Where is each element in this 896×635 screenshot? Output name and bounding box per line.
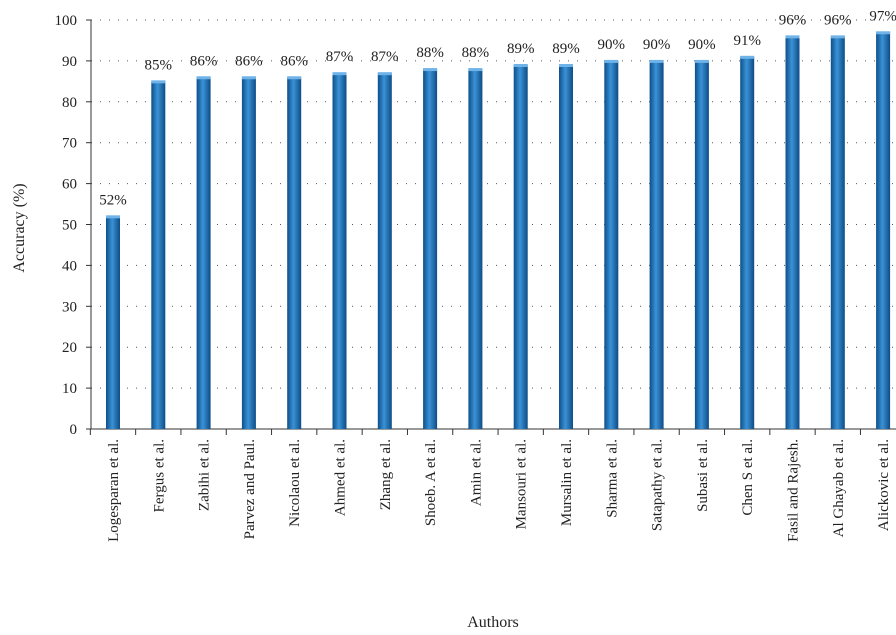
bar (242, 77, 256, 429)
category-label: Fergus et al. (151, 439, 167, 512)
category-label: Satapathy et al. (650, 439, 666, 531)
y-tick-label: 0 (70, 422, 78, 438)
bar (650, 61, 664, 429)
category-label: Shoeb. A et al. (423, 439, 439, 526)
bar (333, 73, 347, 429)
category-label: Nicolaou et al. (287, 439, 303, 527)
category-label: Alickovic et al. (876, 439, 892, 531)
bar (831, 36, 845, 429)
data-label: 91% (733, 33, 761, 49)
data-label: 89% (507, 41, 535, 57)
y-tick-label: 70 (62, 136, 77, 152)
bar-top (786, 35, 800, 38)
bar (287, 77, 301, 429)
category-label: Al Ghayab et al. (831, 439, 847, 537)
data-label: 86% (235, 53, 263, 69)
y-tick-label: 90 (62, 54, 77, 70)
y-tick-label: 60 (62, 177, 77, 193)
bar (106, 216, 120, 429)
y-tick-label: 10 (62, 381, 77, 397)
bar (468, 69, 482, 429)
category-label: Amin et al. (468, 439, 484, 506)
bar-top (695, 60, 709, 63)
category-label: Ahmed et al. (333, 439, 349, 516)
category-label: Subasi et al. (695, 439, 711, 512)
y-tick-label: 30 (62, 299, 77, 315)
bar (423, 69, 437, 429)
bar-top (242, 76, 256, 79)
category-label: Zhang et al. (378, 439, 394, 510)
y-axis-title: Accuracy (%) (11, 183, 28, 272)
bar-top (604, 60, 618, 63)
bar (876, 32, 890, 429)
bar (740, 57, 754, 429)
y-tick-label: 80 (62, 95, 77, 111)
category-label: Fasil and Rajesh. (786, 439, 802, 542)
data-label: 96% (824, 12, 852, 28)
data-label: 85% (145, 57, 173, 73)
category-label: Parvez and Paul. (242, 439, 258, 539)
bar-top (514, 64, 528, 67)
bar-top (106, 215, 120, 218)
bar-top (333, 72, 347, 75)
bar-top (423, 68, 437, 71)
data-label: 97% (869, 8, 896, 24)
data-label: 90% (643, 37, 671, 53)
y-tick-label: 40 (62, 258, 77, 274)
y-tick-label: 20 (62, 340, 77, 356)
category-label: Logesparan et al. (106, 439, 122, 542)
data-label: 86% (190, 53, 218, 69)
bar (786, 36, 800, 429)
bar-top (378, 72, 392, 75)
category-label: Mursalin et al. (559, 439, 575, 526)
category-label: Mansouri et al. (514, 439, 530, 529)
bar (559, 65, 573, 429)
bar-top (151, 80, 165, 83)
bar-top (559, 64, 573, 67)
bar-top (650, 60, 664, 63)
bar-top (740, 56, 754, 59)
bar (151, 81, 165, 429)
category-labels: Logesparan et al. Fergus et al. Zabihi et … (106, 439, 892, 542)
data-labels: 52% 85% 86% 86% 86% 87% 87% 88% 88% 89% 89% 90% 90% 9… (99, 8, 896, 208)
data-label: 88% (416, 45, 444, 61)
x-axis-title: Authors (467, 614, 519, 631)
bar (604, 61, 618, 429)
data-label: 89% (552, 41, 580, 57)
data-label: 86% (280, 53, 308, 69)
data-label: 88% (462, 45, 490, 61)
data-label: 52% (99, 192, 127, 208)
bar (197, 77, 211, 429)
data-label: 87% (326, 49, 354, 65)
y-tick-label: 50 (62, 218, 77, 234)
bar-top (197, 76, 211, 79)
bar (695, 61, 709, 429)
bar-top (468, 68, 482, 71)
data-label: 90% (688, 37, 716, 53)
category-label: Zabihi et al. (197, 439, 213, 511)
category-label: Chen S et al. (740, 439, 756, 516)
bars (106, 31, 890, 429)
data-label: 96% (779, 12, 807, 28)
grid-lines (91, 20, 896, 388)
bar (378, 73, 392, 429)
bar-top (831, 35, 845, 38)
bar-top (876, 31, 890, 34)
y-tick-label: 100 (55, 13, 78, 29)
data-label: 90% (598, 37, 626, 53)
bar (514, 65, 528, 429)
data-label: 87% (371, 49, 399, 65)
category-label: Sharma et al. (604, 439, 620, 518)
bar-top (287, 76, 301, 79)
